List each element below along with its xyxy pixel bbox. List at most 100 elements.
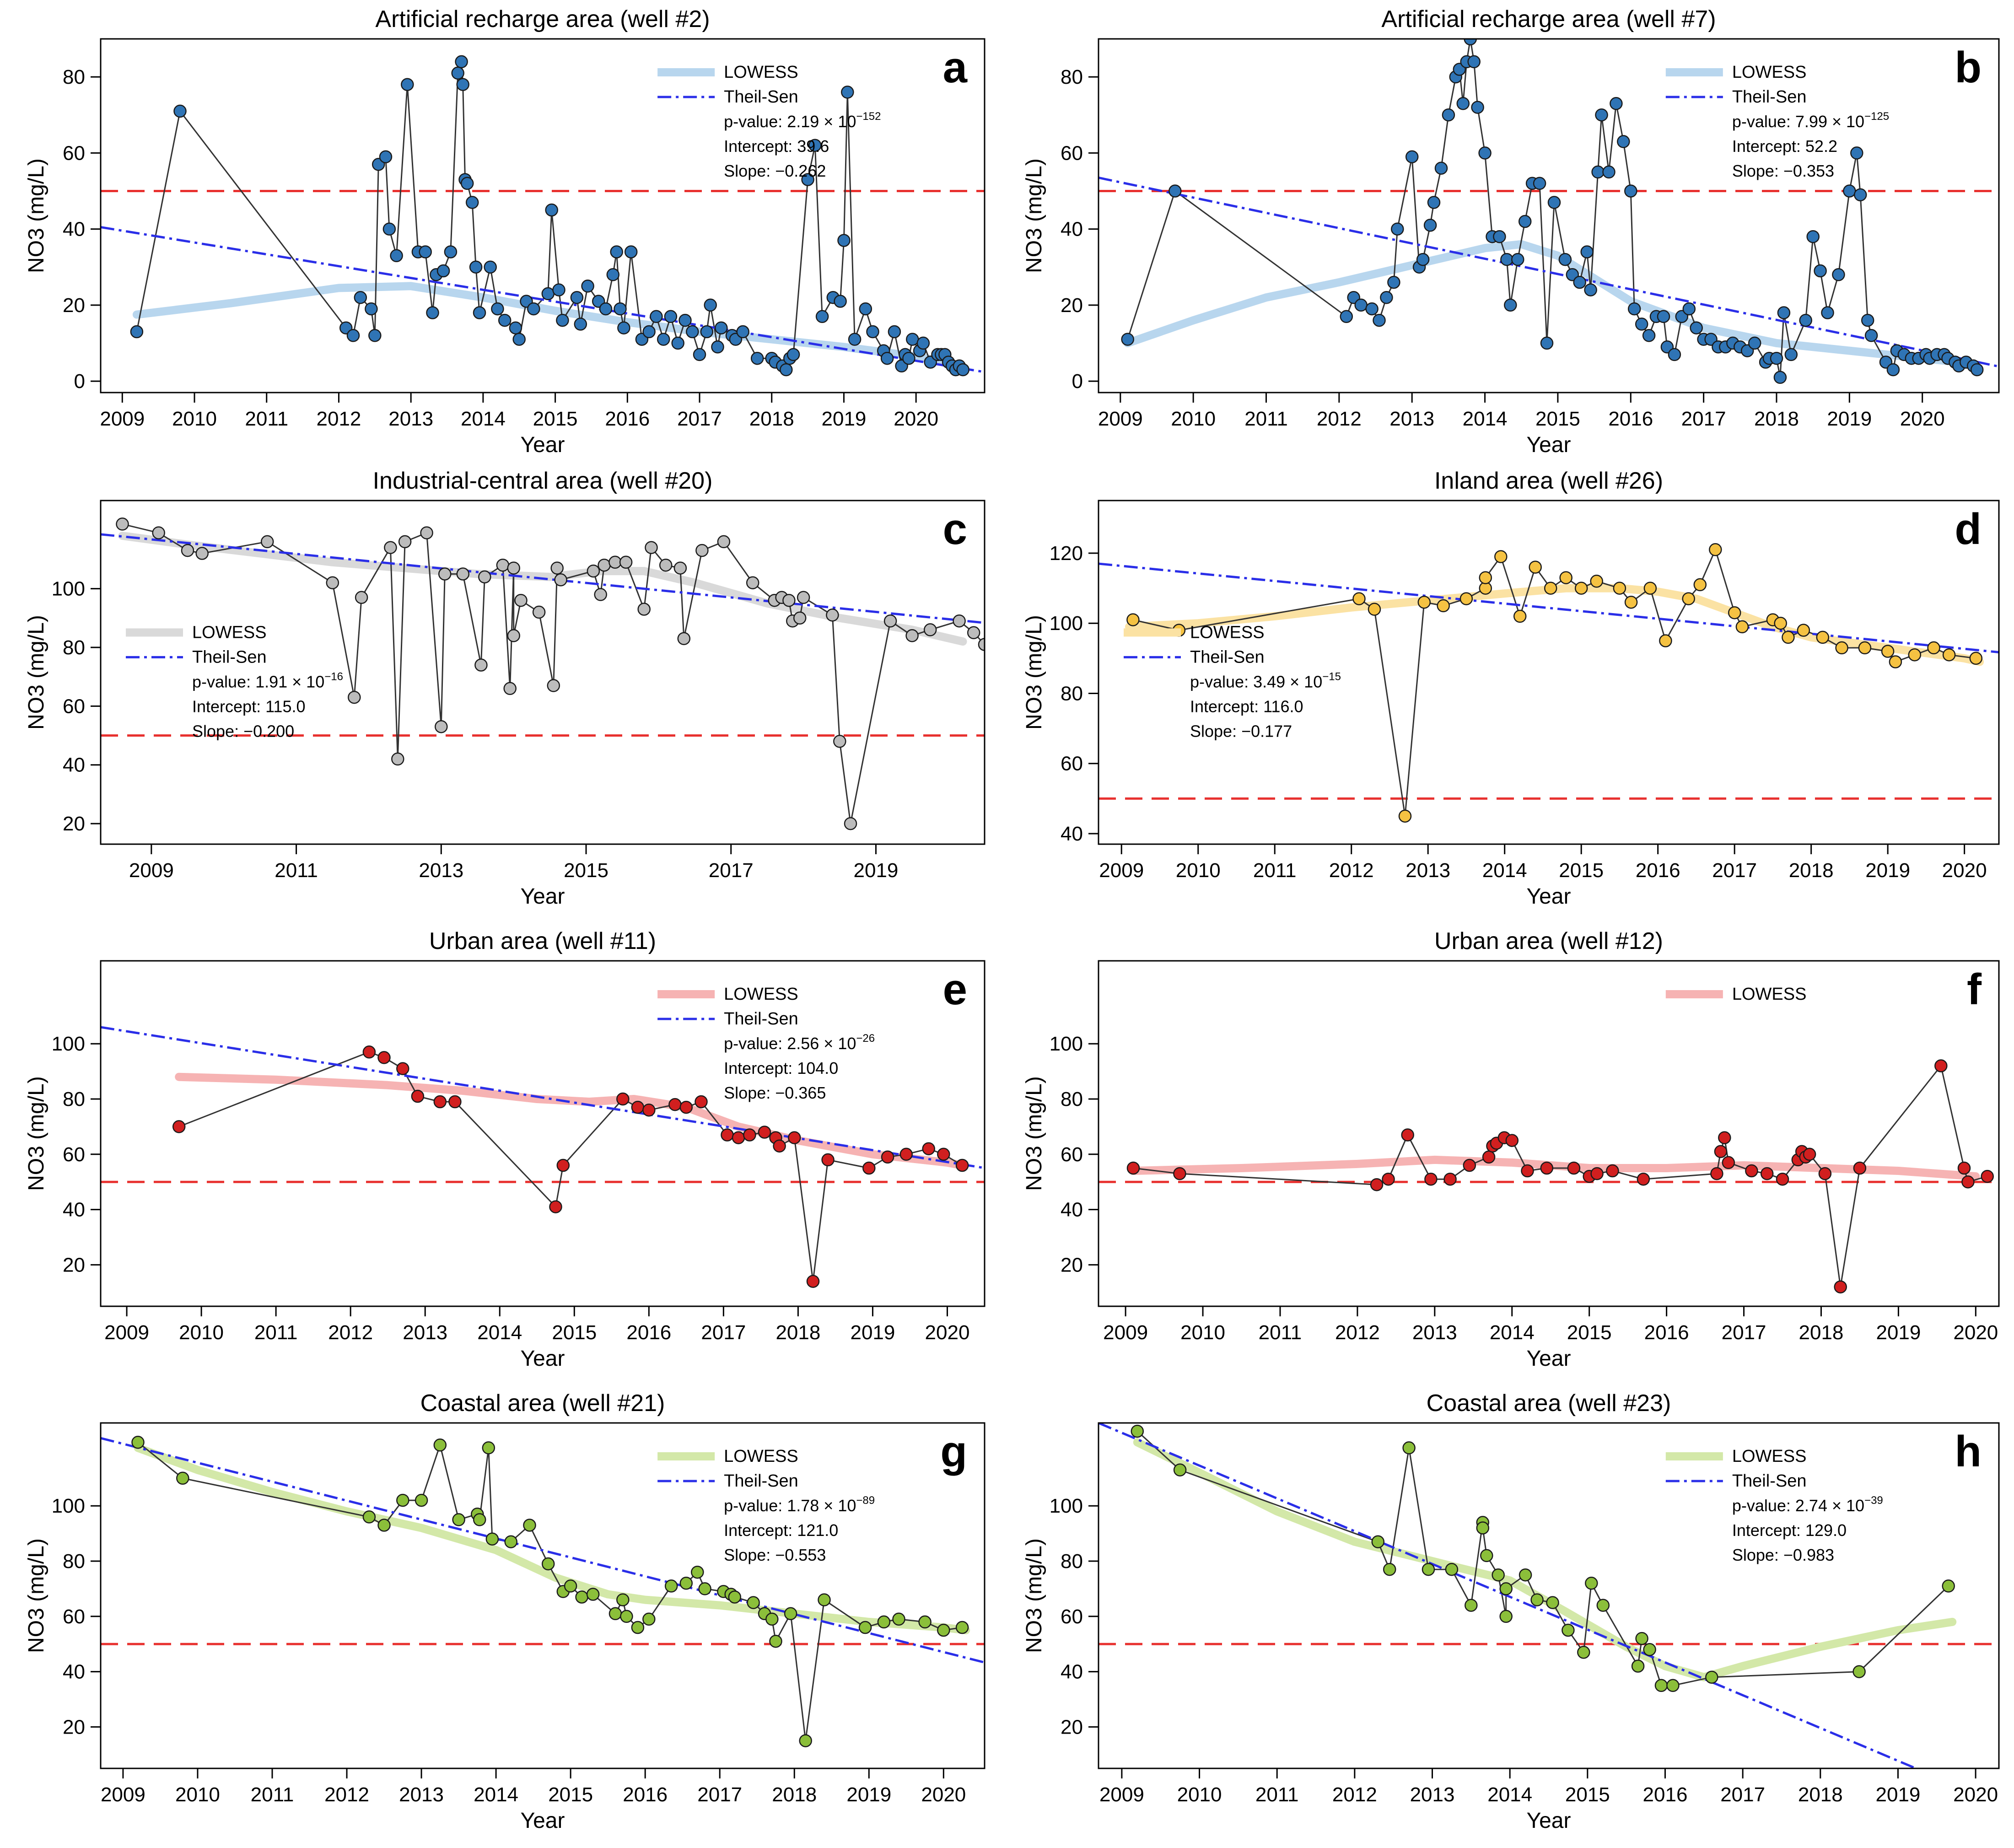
data-point	[645, 541, 658, 554]
data-point	[801, 173, 814, 186]
data-point	[411, 1089, 425, 1103]
x-tick-label: 2014	[1490, 1321, 1535, 1344]
data-point	[1590, 575, 1603, 588]
data-point	[448, 1095, 462, 1109]
data-point	[514, 593, 528, 607]
data-point	[1476, 1521, 1490, 1535]
data-point	[746, 576, 759, 589]
data-point	[482, 1441, 495, 1455]
data-point	[1464, 39, 1477, 46]
data-point	[503, 682, 517, 695]
x-tick-label: 2010	[175, 1783, 220, 1806]
data-point	[1735, 620, 1749, 634]
data-point	[419, 245, 432, 259]
panel-letter: b	[1955, 43, 1982, 92]
data-point	[826, 609, 839, 622]
x-tick-label: 2017	[1720, 1783, 1765, 1806]
data-point	[1529, 560, 1542, 574]
data-point	[401, 78, 414, 91]
observation-line	[1133, 1064, 1988, 1287]
data-point	[1853, 188, 1867, 202]
data-point	[978, 638, 985, 651]
data-point	[1596, 1599, 1610, 1612]
y-tick-label: 80	[1061, 1550, 1083, 1573]
slope-text: Slope: −0.177	[1190, 722, 1292, 740]
data-point	[1853, 1161, 1867, 1175]
data-point	[1577, 1646, 1590, 1659]
data-point	[1445, 1562, 1459, 1576]
data-point	[1784, 348, 1798, 361]
legend: LOWESS Theil-Sen p-value: 7.99 × 10−125 Int…	[1665, 63, 1889, 180]
data-point	[750, 351, 764, 365]
y-tick-label: 20	[63, 294, 85, 317]
legend: LOWESS Theil-Sen p-value: 2.74 × 10−39 Inte…	[1665, 1447, 1883, 1564]
data-point	[1368, 603, 1381, 616]
plot-frame	[100, 1422, 985, 1769]
y-tick-label: 100	[52, 1033, 85, 1055]
data-point	[1424, 1172, 1438, 1186]
lowess-curve	[1129, 1155, 1980, 1181]
plot-area	[101, 55, 985, 377]
data-point	[818, 1593, 831, 1606]
legend: LOWESS	[1665, 985, 1806, 1004]
data-point	[619, 555, 633, 569]
data-point	[1816, 630, 1830, 644]
x-tick-label: 2009	[1098, 408, 1143, 430]
data-point	[532, 605, 546, 619]
data-point	[377, 1051, 391, 1064]
data-point	[599, 302, 613, 316]
data-point	[1631, 1659, 1645, 1673]
y-tick-label: 100	[52, 1495, 85, 1517]
x-axis-label: Year	[1527, 884, 1571, 909]
x-tick-label: 2017	[709, 859, 754, 882]
p-value-label: p-value: 2.74 × 10	[1732, 1496, 1864, 1515]
x-tick-label: 2016	[626, 1321, 671, 1344]
x-tick-label: 2018	[1789, 859, 1834, 882]
panel-letter: a	[943, 43, 968, 92]
data-point	[916, 336, 930, 350]
data-point	[541, 1557, 555, 1571]
x-tick-label: 2014	[461, 408, 506, 430]
y-axis-label: NO3 (mg/L)	[1022, 615, 1046, 730]
data-point	[1173, 1463, 1187, 1476]
data-point	[691, 1565, 704, 1579]
data-point	[1595, 108, 1608, 122]
data-point	[1465, 1599, 1478, 1612]
data-point	[1818, 1167, 1832, 1180]
y-tick-label: 20	[63, 813, 85, 835]
panel-title: Inland area (well #26)	[1434, 468, 1663, 494]
y-tick-label: 60	[1061, 1606, 1083, 1628]
data-point	[485, 1532, 499, 1546]
plot-frame	[100, 500, 985, 845]
x-tick-label: 2016	[623, 1783, 668, 1806]
y-tick-label: 20	[1061, 1716, 1083, 1738]
data-point	[176, 1471, 189, 1485]
y-tick-label: 80	[63, 1088, 85, 1110]
data-point	[1533, 177, 1546, 190]
data-point	[1981, 1169, 1994, 1183]
data-point	[671, 336, 684, 350]
data-point	[1434, 162, 1448, 175]
data-point	[1521, 1164, 1534, 1178]
data-point	[609, 1607, 622, 1621]
data-point	[937, 1148, 950, 1161]
data-point	[1398, 809, 1412, 823]
data-point	[1814, 264, 1827, 278]
data-point	[905, 629, 919, 642]
data-point	[799, 1734, 812, 1747]
plot-frame	[1098, 960, 2000, 1307]
data-point	[620, 1610, 633, 1623]
data-point	[1709, 543, 1722, 556]
data-point	[1416, 253, 1430, 266]
data-point	[721, 1128, 734, 1142]
data-point	[922, 1142, 935, 1155]
panel-letter: c	[943, 505, 967, 554]
data-point	[1437, 599, 1450, 613]
data-point	[523, 1519, 536, 1532]
x-tick-label: 2009	[104, 1321, 149, 1344]
data-point	[1405, 150, 1419, 163]
data-point	[1942, 1579, 1955, 1593]
data-point	[1682, 302, 1696, 316]
x-tick-label: 2011	[245, 408, 288, 430]
data-point	[362, 1045, 376, 1059]
